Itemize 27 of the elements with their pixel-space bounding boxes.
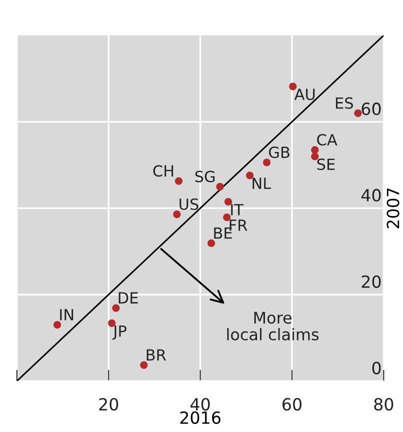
annotation: IN: [60, 309, 74, 320]
y-axis-title: 2007: [386, 188, 400, 228]
annotation: US: [180, 198, 198, 210]
x-tick-label: 20: [99, 398, 118, 411]
y-tick-label: 20: [362, 275, 381, 288]
annotation: FR: [230, 220, 248, 231]
annotation: CH: [153, 165, 174, 177]
annotation: BR: [146, 349, 166, 360]
y-tick-label: 40: [361, 188, 381, 202]
x-tick-label: 60: [282, 398, 302, 411]
x-axis-title: 2016: [180, 411, 220, 424]
annotation: GB: [269, 146, 290, 158]
x-tick-label: 40: [190, 398, 210, 411]
annotation: CA: [317, 134, 338, 146]
y-tick-label: 0: [372, 362, 381, 374]
annotation: SG: [195, 170, 215, 182]
annotation: IT: [231, 204, 244, 216]
annotation: BE: [214, 228, 232, 239]
annotation: DE: [118, 292, 138, 304]
annotation: SE: [317, 158, 335, 170]
y-tick-label: 60: [362, 102, 381, 116]
annotation: ES: [336, 97, 353, 109]
annotation: JP: [112, 325, 126, 340]
x-tick-label: 80: [374, 398, 394, 411]
annotation: AU: [294, 88, 315, 100]
annotation: NL: [252, 178, 272, 189]
annotation: More local claims: [227, 312, 319, 340]
